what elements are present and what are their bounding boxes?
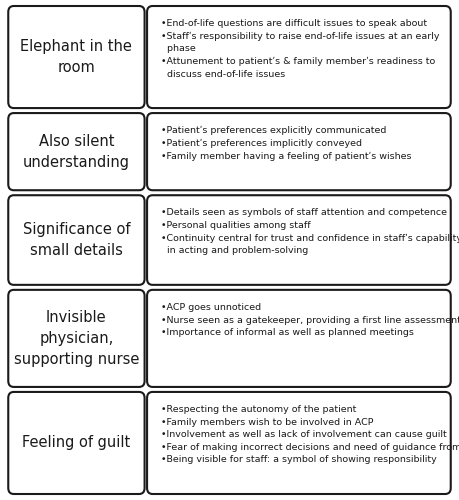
- Text: •Respecting the autonomy of the patient
•Family members wish to be involved in A: •Respecting the autonomy of the patient …: [161, 405, 459, 464]
- FancyBboxPatch shape: [8, 195, 145, 285]
- FancyBboxPatch shape: [8, 6, 145, 108]
- Text: Elephant in the
room: Elephant in the room: [21, 39, 132, 75]
- Text: Significance of
small details: Significance of small details: [22, 222, 130, 258]
- FancyBboxPatch shape: [8, 392, 145, 494]
- FancyBboxPatch shape: [147, 113, 451, 190]
- FancyBboxPatch shape: [147, 392, 451, 494]
- Text: Invisible
physician,
supporting nurse: Invisible physician, supporting nurse: [14, 310, 139, 367]
- FancyBboxPatch shape: [147, 290, 451, 387]
- Text: Feeling of guilt: Feeling of guilt: [22, 436, 130, 450]
- Text: •End-of-life questions are difficult issues to speak about
•Staffʹs responsibili: •End-of-life questions are difficult iss…: [161, 19, 439, 78]
- FancyBboxPatch shape: [8, 290, 145, 387]
- Text: •Details seen as symbols of staff attention and competence
•Personal qualities a: •Details seen as symbols of staff attent…: [161, 208, 459, 255]
- Text: •Patientʹs preferences explicitly communicated
•Patientʹs preferences implicitly: •Patientʹs preferences explicitly commun…: [161, 126, 411, 161]
- FancyBboxPatch shape: [147, 6, 451, 108]
- FancyBboxPatch shape: [8, 113, 145, 190]
- Text: •ACP goes unnoticed
•Nurse seen as a gatekeeper, providing a first line assessme: •ACP goes unnoticed •Nurse seen as a gat…: [161, 303, 459, 337]
- Text: Also silent
understanding: Also silent understanding: [23, 134, 130, 170]
- FancyBboxPatch shape: [147, 195, 451, 285]
